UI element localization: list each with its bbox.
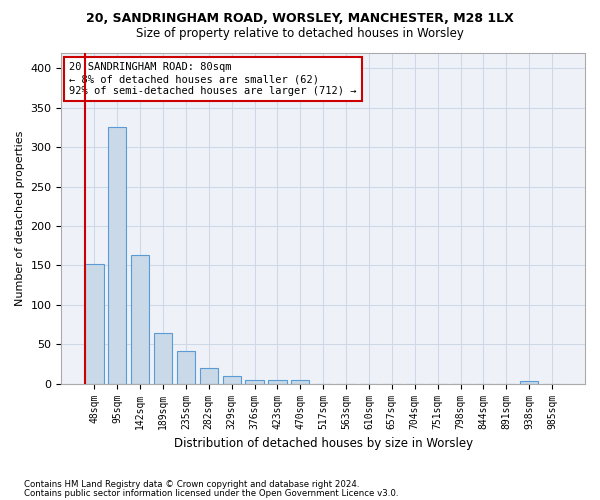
Bar: [223, 376, 241, 384]
Bar: [108, 128, 127, 384]
Bar: [85, 264, 104, 384]
Text: 20, SANDRINGHAM ROAD, WORSLEY, MANCHESTER, M28 1LX: 20, SANDRINGHAM ROAD, WORSLEY, MANCHESTE…: [86, 12, 514, 26]
Text: Size of property relative to detached houses in Worsley: Size of property relative to detached ho…: [136, 28, 464, 40]
Bar: [177, 350, 195, 384]
Bar: [200, 368, 218, 384]
Y-axis label: Number of detached properties: Number of detached properties: [15, 130, 25, 306]
Bar: [268, 380, 287, 384]
Text: Contains HM Land Registry data © Crown copyright and database right 2024.: Contains HM Land Registry data © Crown c…: [24, 480, 359, 489]
Bar: [520, 380, 538, 384]
X-axis label: Distribution of detached houses by size in Worsley: Distribution of detached houses by size …: [173, 437, 473, 450]
Bar: [291, 380, 310, 384]
Bar: [131, 255, 149, 384]
Text: 20 SANDRINGHAM ROAD: 80sqm
← 8% of detached houses are smaller (62)
92% of semi-: 20 SANDRINGHAM ROAD: 80sqm ← 8% of detac…: [69, 62, 357, 96]
Bar: [154, 333, 172, 384]
Text: Contains public sector information licensed under the Open Government Licence v3: Contains public sector information licen…: [24, 489, 398, 498]
Bar: [245, 380, 264, 384]
